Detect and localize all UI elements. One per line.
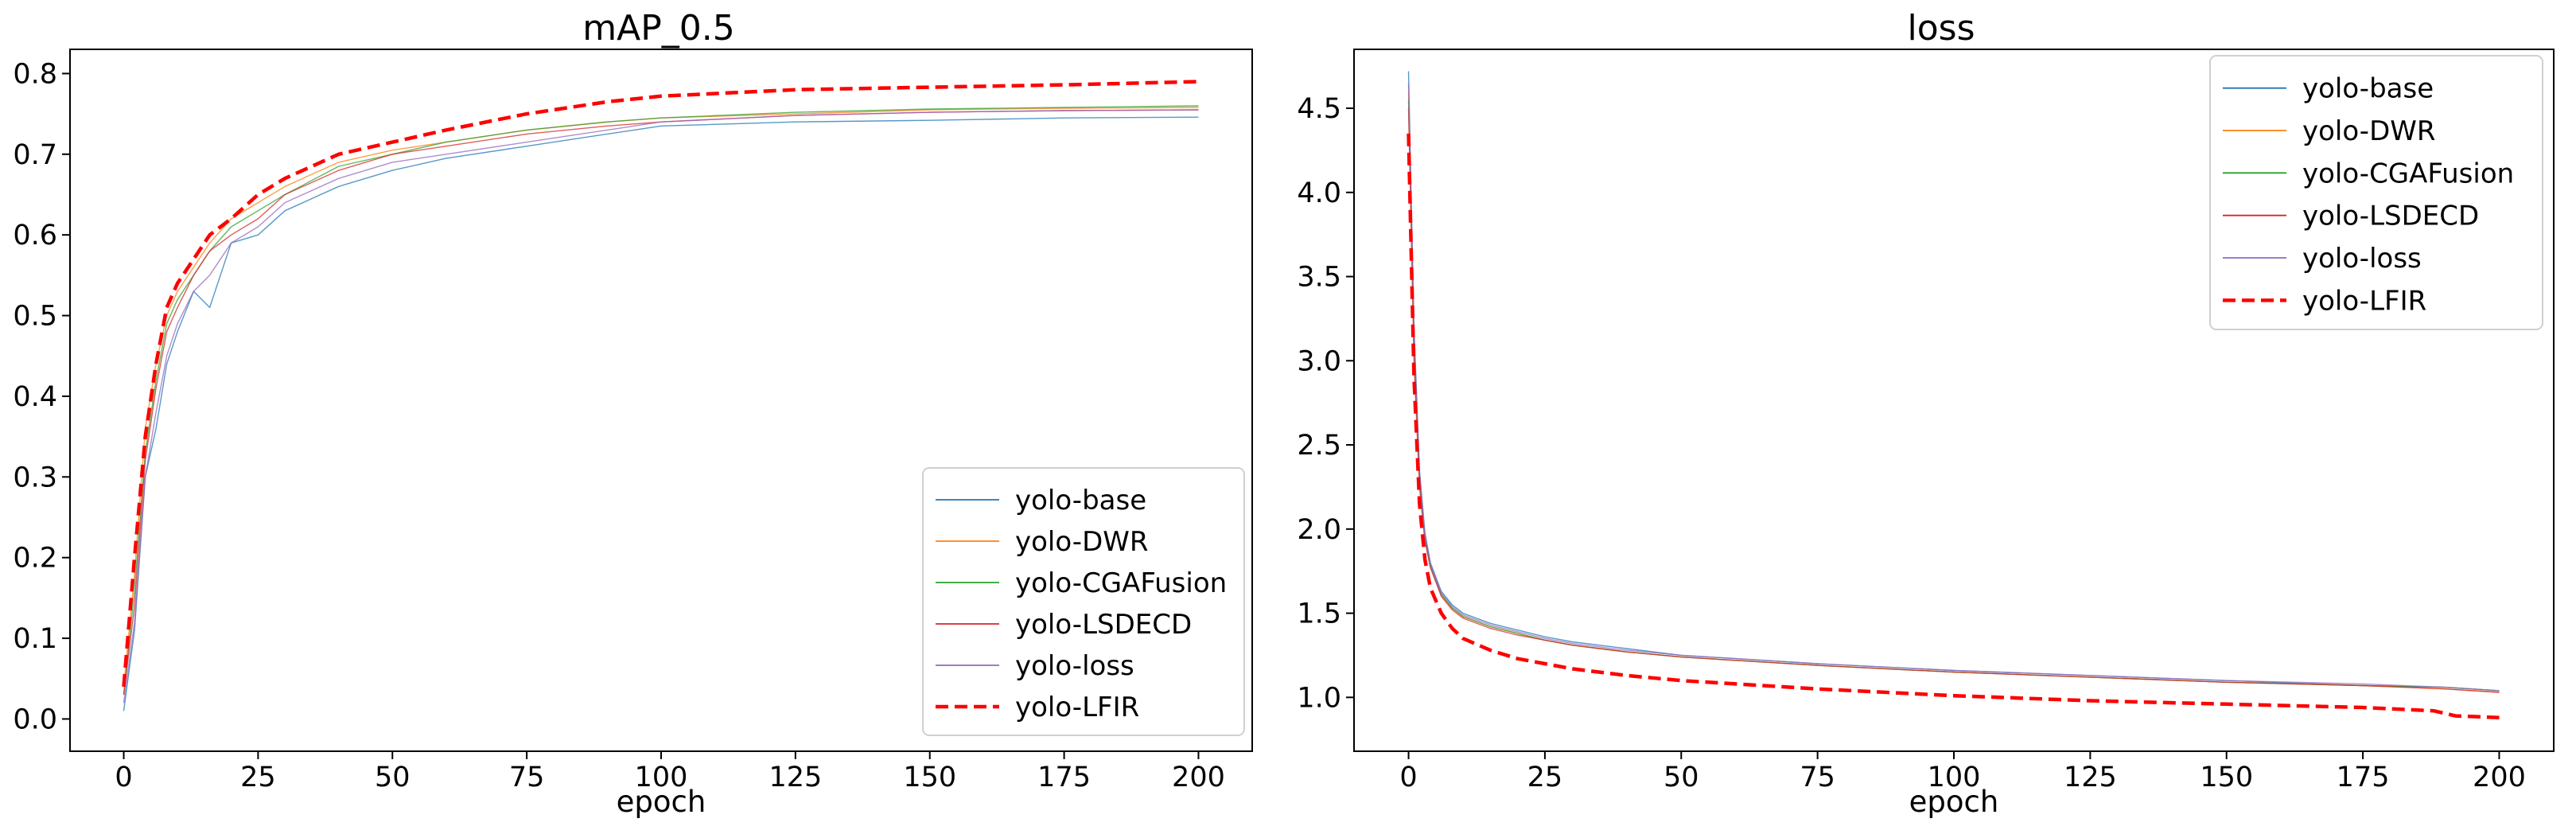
chart-title: mAP_0.5 xyxy=(582,8,734,49)
ticks-layer: 0 25 50 75 100 125 150 175 200 1.0 1.5 2.0 2.5 3.0 3.5… xyxy=(1297,93,2526,793)
y-tick-label: 0.6 xyxy=(13,220,57,251)
series-layer xyxy=(122,80,1199,711)
y-tick-label: 0.1 xyxy=(13,623,57,655)
series-line-yolo-base xyxy=(123,116,1199,711)
y-tick-label: 3.0 xyxy=(1297,345,1341,377)
y-tick-label: 0.7 xyxy=(13,139,57,171)
chart-map50: mAP_0.5 0 25 50 75 100 125 150 175 2000.00.10.20… xyxy=(13,8,1253,819)
x-tick-label: 175 xyxy=(1037,762,1091,793)
y-tick-label: 4.5 xyxy=(1297,93,1341,125)
x-axis-label: epoch xyxy=(1909,785,1999,819)
series-line-yolo-loss xyxy=(1407,83,2500,692)
legend-label: yolo-base xyxy=(2302,73,2434,105)
x-tick-label: 200 xyxy=(1172,762,1225,793)
x-tick-label: 200 xyxy=(2473,762,2526,793)
x-tick-label: 0 xyxy=(115,762,132,793)
series-line-yolo-lsdecd xyxy=(1407,107,2500,693)
legend-label: yolo-LSDECD xyxy=(1015,609,1192,641)
y-tick-label: 3.5 xyxy=(1297,262,1341,294)
series-line-yolo-loss xyxy=(123,109,1199,703)
x-tick-label: 75 xyxy=(1800,762,1835,793)
x-tick-label: 25 xyxy=(1527,762,1563,793)
y-tick-label: 0.4 xyxy=(13,381,57,413)
y-tick-label: 0.2 xyxy=(13,543,57,575)
x-tick-label: 50 xyxy=(1664,762,1699,793)
y-tick-label: 0.5 xyxy=(13,301,57,333)
series-line-yolo-lfir xyxy=(122,80,1199,688)
y-tick-label: 2.5 xyxy=(1297,430,1341,462)
series-line-yolo-lfir xyxy=(1407,133,2500,719)
series-line-yolo-dwr xyxy=(123,107,1199,687)
x-tick-label: 175 xyxy=(2337,762,2390,793)
legend-box xyxy=(2209,55,2543,330)
legend-label: yolo-LFIR xyxy=(1015,692,1139,723)
y-tick-label: 4.0 xyxy=(1297,177,1341,209)
legend-label: yolo-DWR xyxy=(2302,115,2436,147)
legend: yolo-base yolo-DWR yolo-CGAFusion yolo-LSDE… xyxy=(922,467,1245,736)
chart-loss: loss 0 25 50 75 100 125 150 175 200 1.0 1.5 2.0 2.5 3… xyxy=(1297,8,2555,819)
y-tick-label: 0.8 xyxy=(13,58,57,90)
chart-title: loss xyxy=(1908,8,1975,49)
legend: yolo-base yolo-DWR yolo-CGAFusion yolo-LSDE… xyxy=(2209,55,2543,330)
x-tick-label: 50 xyxy=(375,762,411,793)
x-tick-label: 25 xyxy=(240,762,276,793)
y-tick-label: 0.3 xyxy=(13,462,57,493)
x-axis-label: epoch xyxy=(617,785,706,819)
legend-label: yolo-base xyxy=(1015,485,1146,516)
legend-label: yolo-loss xyxy=(1015,650,1134,682)
legend-label: yolo-LFIR xyxy=(2302,285,2426,317)
x-tick-label: 100 xyxy=(1928,762,1981,793)
legend-label: yolo-CGAFusion xyxy=(2302,158,2514,189)
x-tick-label: 125 xyxy=(769,762,822,793)
x-tick-label: 125 xyxy=(2064,762,2117,793)
x-tick-label: 100 xyxy=(635,762,688,793)
y-tick-label: 2.0 xyxy=(1297,514,1341,546)
x-tick-label: 150 xyxy=(903,762,956,793)
y-tick-label: 1.0 xyxy=(1297,682,1341,714)
legend-label: yolo-CGAFusion xyxy=(1015,567,1227,599)
legend-label: yolo-DWR xyxy=(1015,526,1149,558)
x-tick-label: 75 xyxy=(509,762,545,793)
legend-label: yolo-LSDECD xyxy=(2302,201,2479,232)
y-tick-label: 0.0 xyxy=(13,703,57,735)
y-tick-label: 1.5 xyxy=(1297,598,1341,630)
x-tick-label: 150 xyxy=(2200,762,2253,793)
x-tick-label: 0 xyxy=(1399,762,1417,793)
legend-label: yolo-loss xyxy=(2302,243,2422,275)
legend-box xyxy=(922,467,1245,736)
series-layer xyxy=(1407,71,2500,719)
ticks-layer: 0 25 50 75 100 125 150 175 200 0.0 0.1 0.2 0.3 0.4 0.5… xyxy=(13,58,1225,793)
